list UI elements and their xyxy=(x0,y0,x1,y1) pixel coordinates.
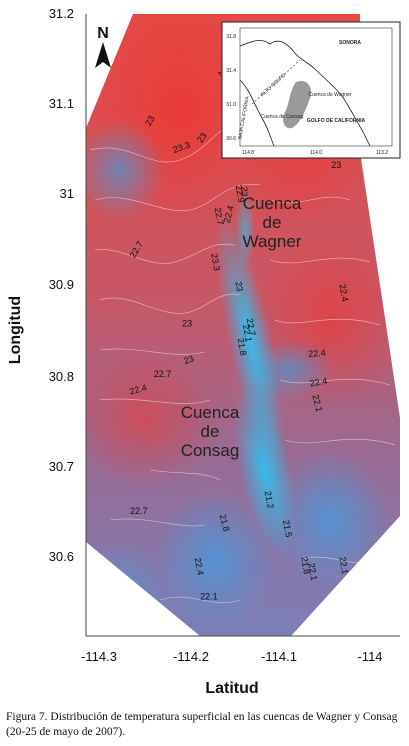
contour-label: 22.7 xyxy=(154,369,172,379)
region-label-line: Consag xyxy=(181,441,240,460)
contour-label: 22.4 xyxy=(337,283,350,302)
contour-label: 22.1 xyxy=(310,393,324,413)
contour-label: 22.4 xyxy=(308,348,326,359)
x-axis: -114.3 -114.2 -114.1 -114 Latitud xyxy=(81,635,400,697)
x-axis-tick-label: -114.1 xyxy=(261,649,297,664)
y-axis: 30.6 30.7 30.8 30.9 31 31.1 31.2 Longitu… xyxy=(7,6,87,636)
y-axis-tick-label: 31 xyxy=(60,186,74,201)
contour-labels: 2323.323232322.922.722.423.322.72322.722… xyxy=(128,67,351,601)
contour-label: 21.8 xyxy=(236,337,249,356)
contour-label: 23 xyxy=(182,319,192,329)
contour-label: 23 xyxy=(143,114,157,128)
contour-label: 23 xyxy=(239,187,249,197)
contour-label: 22.7 xyxy=(213,207,226,226)
contour-label: 22.7 xyxy=(130,506,148,516)
y-axis-tick-label: 31.2 xyxy=(49,6,74,21)
y-axis-tick-label: 31.1 xyxy=(49,96,74,111)
contour-label: 22.1 xyxy=(337,556,350,575)
contour-label: 22.9 xyxy=(234,184,247,203)
contour-label: 21.8 xyxy=(217,513,231,533)
inset-x-tick: 113.2 xyxy=(376,150,388,156)
inset-y-tick: 31.0 xyxy=(226,102,236,108)
contour-label: 23 xyxy=(182,353,195,366)
contour-label: 23 xyxy=(195,131,209,145)
inset-label: Cuenca de Wagner xyxy=(309,92,352,98)
region-label-line: Wagner xyxy=(243,232,302,251)
contour-label: 23 xyxy=(233,281,245,293)
contour-label: 23 xyxy=(331,160,341,170)
temperature-map-figure: N -114.3 -114.2 -114.1 -114 Latitud 30.6… xyxy=(7,6,401,697)
inset-label: SONORA xyxy=(339,40,361,46)
inset-y-tick: 31.8 xyxy=(226,34,236,40)
contour-label: 22.7 xyxy=(245,317,258,336)
inset-baja-coast xyxy=(239,79,275,147)
y-axis-tick-label: 30.8 xyxy=(49,369,74,384)
region-label-line: Cuenca xyxy=(181,403,240,422)
x-axis-title: Latitud xyxy=(205,680,258,697)
contour-label: 21.2 xyxy=(263,490,276,509)
y-axis-tick-label: 30.6 xyxy=(49,549,74,564)
region-label-line: Cuenca xyxy=(243,194,302,213)
contour-label: 21.5 xyxy=(281,519,294,538)
y-axis-title: Longitud xyxy=(7,296,24,364)
region-label-consag: Cuenca de Consag xyxy=(181,403,240,460)
x-axis-tick-label: -114.3 xyxy=(81,649,117,664)
inset-y-tick: 30.6 xyxy=(226,136,236,142)
contour-label: 22.1 xyxy=(306,562,319,581)
figure-caption: Figura 7. Distribución de temperatura su… xyxy=(6,711,398,738)
north-arrow-icon xyxy=(95,42,111,68)
inset-y-tick: 31.4 xyxy=(226,68,236,74)
contour-label: 23.3 xyxy=(209,253,222,272)
contour-label: 21.8 xyxy=(299,556,312,575)
inset-label: GOLFO DE CALIFORNIA xyxy=(307,118,366,124)
region-label-line: de xyxy=(263,213,282,232)
x-axis-tick-label: -114.2 xyxy=(173,649,209,664)
contour-label: 22.4 xyxy=(193,557,206,576)
inset-x-tick: 114.0 xyxy=(310,150,322,156)
region-label-line: de xyxy=(201,422,220,441)
region-label-wagner: Cuenca de Wagner xyxy=(243,194,302,251)
inset-basins xyxy=(283,80,312,129)
inset-map: SONORA BAJA CALIFORNIA ALTO GOLFO Cuenca… xyxy=(221,21,401,159)
inset-label: Cuenca de Consag xyxy=(261,114,304,120)
inset-coastline xyxy=(239,40,371,147)
contour-label: 22.1 xyxy=(241,324,254,343)
contour-label: 22.1 xyxy=(200,591,218,601)
inset-x-tick: 114.8 xyxy=(242,150,254,156)
y-axis-tick-label: 30.9 xyxy=(49,277,74,292)
contour-label: 22.4 xyxy=(222,204,236,224)
contour-label: 22.4 xyxy=(128,382,148,396)
contour-label: 22.4 xyxy=(309,376,328,389)
north-arrow: N xyxy=(95,25,111,68)
x-axis-tick-label: -114 xyxy=(357,649,382,664)
y-axis-tick-label: 30.7 xyxy=(49,459,74,474)
north-label: N xyxy=(97,25,109,42)
